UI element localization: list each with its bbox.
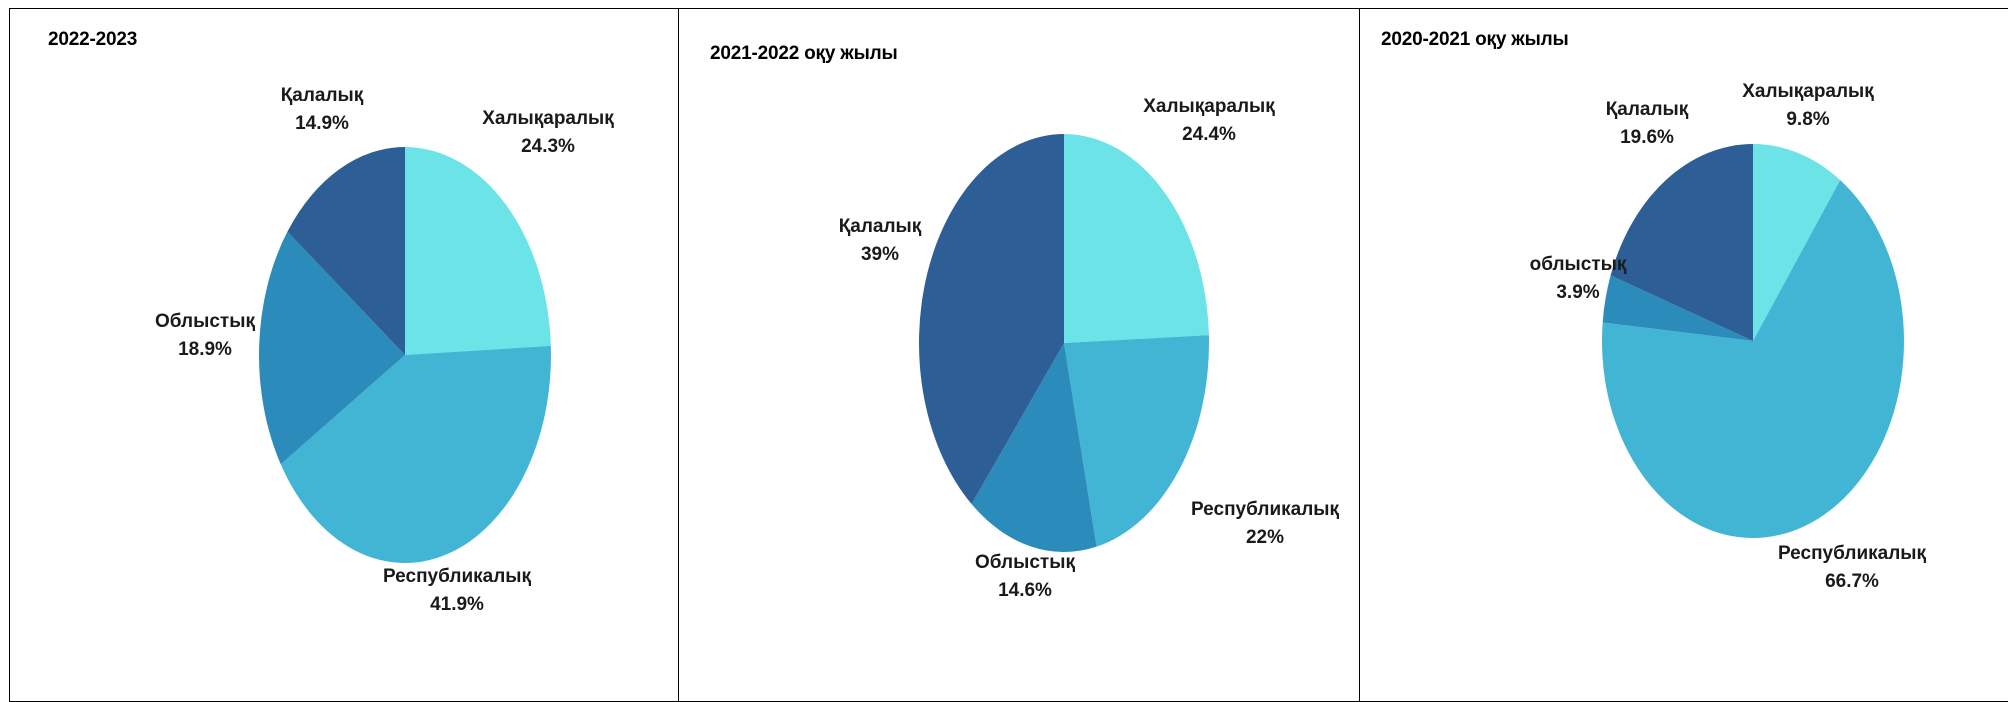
slice-value-label: 19.6% [1620,127,1674,148]
pie-slice-қалалық [919,134,1064,505]
slice-label: Облыстық [155,311,255,332]
slice-label: Халықаралық [1143,96,1275,117]
pie-slice-республикалық [1602,180,1904,538]
pie-slice-халықаралық [1753,144,1841,341]
slice-value-label: 66.7% [1825,571,1879,592]
pie-slice-республикалық [1064,335,1209,547]
pie-chart-2: Халықаралық 9.8% Республикалық 66.7% облысты… [1530,81,1927,592]
slice-label: Республикалық [1778,543,1927,564]
chart-title: 2021-2022 оқу жылы [710,43,898,64]
slice-label: Қалалық [281,85,364,106]
slice-label: Халықаралық [1742,81,1874,102]
slice-value-label: 3.9% [1556,282,1599,303]
pie-slice-республикалық [280,345,551,564]
chart-title: 2020-2021 оқу жылы [1381,29,1569,50]
pie-slice-халықаралық [1064,134,1209,343]
slice-value-label: 14.6% [998,580,1052,601]
pie-slice-облыстық [1602,275,1753,341]
slice-value-label: 39% [861,244,899,265]
slice-label: облыстық [1530,254,1627,275]
slice-value-label: 9.8% [1786,109,1829,130]
pie-slice-халықаралық [405,147,551,355]
slice-value-label: 41.9% [430,594,484,615]
slice-value-label: 18.9% [178,339,232,360]
pie-chart-1: Халықаралық 24.4% Республикалық 22% Облыстық… [839,96,1340,601]
slice-label: Республикалық [1191,499,1340,520]
slice-value-label: 24.4% [1182,124,1236,145]
pie-chart-panel-2021-2022: 2021-2022 оқу жылы [678,8,1360,702]
chart-title: 2022-2023 [48,29,138,50]
slice-value-label: 14.9% [295,113,349,134]
slice-label: Халықаралық [482,108,614,129]
slice-label: Республикалық [383,566,532,587]
slice-value-label: 22% [1246,527,1284,548]
pie-slice-қалалық [287,147,405,355]
pie-slice-қалалық [1610,144,1753,341]
slice-label: Облыстық [975,552,1075,573]
slice-value-label: 24.3% [521,136,575,157]
slice-label: Қалалық [1606,99,1689,120]
slice-label: Қалалық [839,216,922,237]
pie-slice-облыстық [971,343,1097,552]
pie-chart-0: Халықаралық 24.3% Республикалық 41.9% Облыст… [155,85,614,615]
pie-slice-облыстық [258,231,405,465]
